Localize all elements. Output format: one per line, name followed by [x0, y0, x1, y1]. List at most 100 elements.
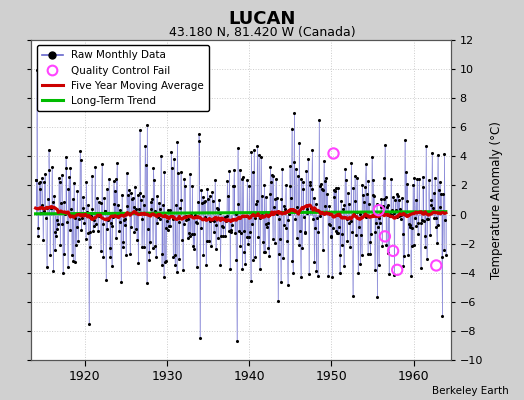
Point	[435, 179, 444, 185]
Point	[241, 249, 249, 256]
Point	[328, 273, 336, 280]
Point	[282, 225, 290, 231]
Point	[238, 266, 247, 272]
Point	[386, 210, 394, 217]
Point	[91, 164, 100, 170]
Point	[45, 167, 53, 174]
Point	[303, 206, 312, 212]
Point	[56, 179, 64, 185]
Point	[307, 205, 315, 211]
Point	[250, 146, 258, 153]
Point	[308, 186, 316, 192]
Point	[431, 215, 440, 221]
Point	[406, 224, 414, 230]
Point	[232, 210, 240, 217]
Point	[193, 220, 201, 226]
Point	[89, 227, 97, 234]
Point	[72, 242, 80, 248]
Point	[398, 231, 407, 238]
Point	[158, 250, 167, 257]
Point	[150, 208, 159, 214]
Point	[242, 234, 250, 240]
Point	[116, 219, 125, 225]
Point	[372, 220, 380, 226]
Point	[438, 253, 446, 260]
Point	[429, 190, 438, 197]
Point	[413, 230, 422, 237]
Point	[178, 237, 187, 243]
Point	[311, 224, 319, 231]
Point	[232, 257, 241, 264]
Point	[357, 232, 365, 238]
Point	[375, 207, 383, 213]
Point	[213, 204, 221, 211]
Point	[188, 230, 196, 237]
Point	[329, 225, 337, 232]
Point	[260, 182, 268, 189]
Point	[441, 216, 450, 223]
Point	[241, 261, 249, 267]
Point	[185, 230, 193, 236]
Point	[325, 202, 334, 209]
Point	[246, 278, 255, 284]
Point	[36, 186, 44, 192]
Point	[97, 200, 105, 206]
Point	[416, 265, 424, 271]
Point	[248, 221, 256, 228]
Point	[140, 202, 149, 208]
Point	[405, 221, 413, 228]
Legend: Raw Monthly Data, Quality Control Fail, Five Year Moving Average, Long-Term Tren: Raw Monthly Data, Quality Control Fail, …	[37, 45, 209, 111]
Point	[275, 216, 283, 222]
Point	[74, 238, 82, 244]
Point	[380, 195, 388, 202]
Point	[364, 250, 372, 257]
Point	[79, 205, 88, 211]
Point	[369, 192, 377, 198]
Point	[205, 192, 214, 199]
Point	[433, 151, 442, 158]
Point	[88, 173, 96, 180]
Point	[208, 217, 216, 224]
Point	[324, 220, 333, 227]
Point	[43, 204, 51, 211]
Text: LUCAN: LUCAN	[228, 10, 296, 28]
Point	[266, 164, 275, 170]
Point	[237, 175, 246, 182]
Point	[233, 145, 242, 151]
Point	[236, 243, 245, 250]
Point	[274, 298, 282, 305]
Point	[83, 202, 92, 208]
Point	[50, 247, 59, 253]
Point	[424, 177, 433, 184]
Point	[202, 262, 210, 268]
Point	[138, 215, 147, 222]
Point	[197, 186, 205, 193]
Point	[373, 294, 381, 300]
Point	[160, 169, 169, 175]
Point	[259, 248, 268, 255]
Point	[301, 229, 310, 235]
Point	[348, 292, 357, 299]
Point	[370, 267, 379, 273]
Point	[177, 197, 185, 203]
Point	[98, 161, 106, 168]
Point	[343, 237, 352, 244]
Point	[228, 222, 236, 228]
Point	[108, 222, 116, 229]
Point	[194, 198, 202, 205]
Point	[125, 187, 134, 194]
Point	[60, 250, 69, 257]
Point	[292, 166, 300, 172]
Point	[38, 202, 47, 208]
Point	[92, 221, 100, 227]
Point	[388, 207, 397, 213]
Point	[38, 175, 46, 182]
Point	[281, 182, 290, 188]
Point	[315, 213, 324, 219]
Point	[366, 250, 375, 257]
Point	[124, 192, 132, 198]
Point	[275, 250, 283, 257]
Point	[35, 180, 43, 186]
Point	[416, 209, 424, 215]
Point	[94, 199, 103, 205]
